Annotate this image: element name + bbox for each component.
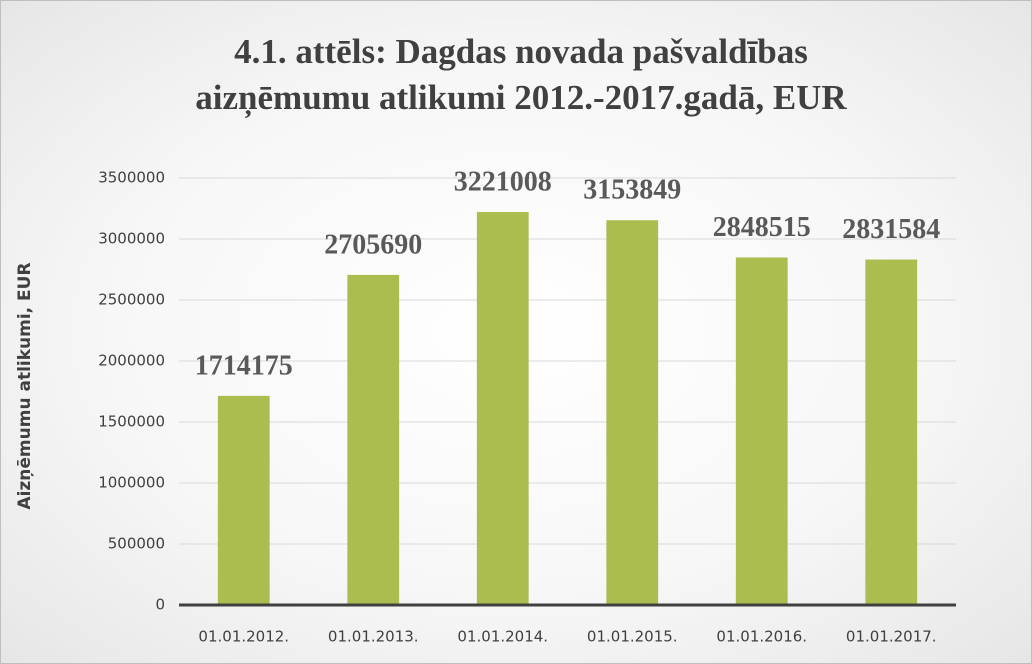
y-tick-label: 2500000 — [98, 291, 165, 309]
data-label: 1714175 — [195, 350, 293, 381]
y-tick-label: 1500000 — [98, 413, 165, 431]
y-axis-label: Aizņēmumu atlikumi, EUR — [15, 262, 35, 509]
x-tick-label: 01.01.2012. — [198, 628, 289, 646]
data-label: 3153849 — [583, 175, 681, 206]
x-tick-label: 01.01.2015. — [587, 628, 678, 646]
x-tick-label: 01.01.2014. — [457, 628, 548, 646]
bar — [347, 274, 400, 605]
chart-title: 4.1. attēls: Dagdas novada pašvaldības a… — [195, 32, 847, 117]
data-label: 2831584 — [842, 214, 940, 245]
bar — [735, 257, 788, 605]
y-tick-label: 2000000 — [98, 352, 165, 370]
bar — [606, 220, 659, 606]
y-tick-label: 3500000 — [98, 169, 165, 187]
data-label: 3221008 — [454, 166, 552, 197]
x-tick-label: 01.01.2013. — [328, 628, 419, 646]
y-tick-label: 1000000 — [98, 474, 165, 492]
bar — [476, 212, 529, 605]
data-label: 2848515 — [713, 212, 811, 243]
y-tick-label: 3000000 — [98, 230, 165, 248]
bar — [217, 395, 270, 605]
bar — [865, 259, 918, 605]
data-label: 2705690 — [324, 229, 422, 260]
y-tick-label: 500000 — [108, 535, 165, 553]
y-tick-label: 0 — [155, 596, 165, 614]
x-tick-label: 01.01.2016. — [716, 628, 807, 646]
x-tick-label: 01.01.2017. — [846, 628, 937, 646]
